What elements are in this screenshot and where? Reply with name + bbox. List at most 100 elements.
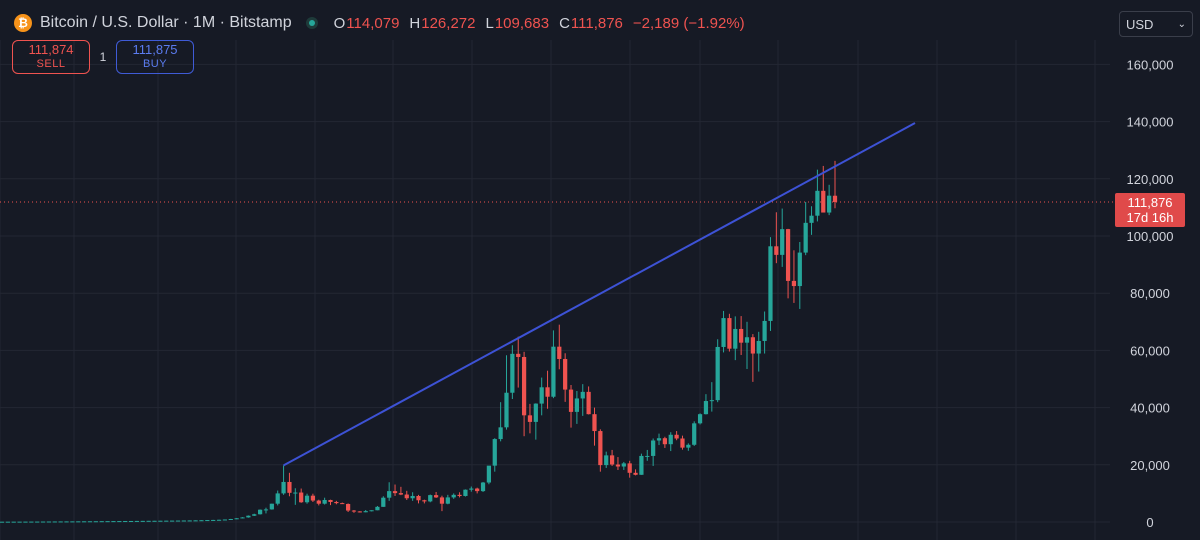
y-tick-label: 120,000 [1127,172,1174,187]
candle-body [457,494,462,496]
candle-body [598,431,603,466]
candle-body [703,401,709,415]
candle-body [387,491,392,498]
buy-price: 111,875 [132,42,178,57]
candle-body [140,520,145,522]
candle-body [228,518,233,520]
candle-body [762,320,767,341]
candle-body [93,521,98,523]
y-tick-label: 80,000 [1130,286,1170,301]
candle-body [433,495,439,498]
candle-body [351,510,357,512]
candle-body [674,434,679,439]
candle-body [580,391,585,399]
candle-body [258,509,263,515]
candle-body [216,519,222,521]
candle-body [35,521,40,523]
currency-label: USD [1126,16,1154,32]
trendline-segment[interactable] [283,122,916,467]
trendline[interactable] [283,122,916,467]
candle-body [193,520,198,522]
y-tick-label: 60,000 [1130,343,1170,358]
sell-button[interactable]: 111,874 SELL [12,40,90,74]
candle-body [780,229,785,255]
candle-body [99,521,104,523]
candle-body [17,521,22,523]
candle-body [363,511,368,513]
candle-body [656,438,662,441]
candle-body [815,190,820,216]
buy-button[interactable]: 111,875 BUY [116,40,194,74]
candle-body [287,481,292,493]
candle-body [832,195,838,203]
candle-body [82,521,87,523]
candle-body [222,519,228,521]
candle-body [439,497,445,504]
candle-body [252,514,257,516]
market-status-icon[interactable] [305,17,318,29]
candle-body [774,246,779,255]
candle-body [727,318,732,349]
candle-body [639,455,644,475]
bitcoin-icon: ₿ [14,14,32,32]
candle-body [510,353,515,393]
candle-body [416,495,421,501]
candle-body [480,482,486,492]
price-axis[interactable]: 160,000 140,000 120,000 100,000 80,000 60,000… [1127,57,1174,530]
candle-body [205,520,210,522]
candle-body [404,494,409,499]
candle-body [609,455,615,465]
candle-body [469,488,474,490]
candle-body [263,509,269,511]
candle-body [293,492,298,494]
candle-body [739,328,744,343]
candle-body [809,215,814,223]
candle-body [539,387,544,404]
candle-body [686,444,691,448]
close-value: C111,876 [559,14,623,32]
symbol-title[interactable]: Bitcoin / U.S. Dollar · 1M · Bitstamp [40,14,292,31]
candle-body [785,229,791,281]
candle-body [645,455,650,457]
candle-body [563,358,568,390]
candle-body [240,517,245,519]
quantity-value[interactable]: 1 [99,50,107,64]
candle-body [345,503,351,511]
candle-body [234,518,239,520]
candle-body [211,519,216,521]
candle-body [668,434,673,445]
candle-body [381,497,386,507]
candle-body [164,520,169,522]
low-value: L109,683 [485,14,550,32]
candle-body [592,414,597,432]
candle-body [316,500,321,504]
bar-countdown: 17d 16h [1126,210,1174,225]
candle-body [750,337,755,354]
change-value: −2,189 (−1.92%) [632,14,745,32]
candle-body [357,511,362,513]
candle-body [803,222,808,253]
high-value: H126,272 [409,14,476,32]
candle-body [52,521,57,523]
y-tick-label: 100,000 [1127,229,1174,244]
candle-body [651,440,656,456]
currency-select[interactable]: USD ⌄ [1119,11,1193,37]
y-tick-label: 20,000 [1130,458,1170,473]
candle-body [111,521,116,523]
candle-body [310,495,316,501]
candle-body [5,521,10,523]
y-tick-label: 0 [1146,515,1153,530]
candle-body [680,438,685,448]
candle-body [299,492,304,503]
candle-body [375,506,380,511]
ohlc-values: O114,079 H126,272 L109,683 C111,876 −2,1… [334,15,745,32]
candle-body [123,521,128,523]
candle-body [821,190,826,213]
candle-body [451,494,456,498]
candle-body [498,427,503,440]
candle-body [134,520,140,522]
candle-body [187,520,192,522]
open-value: O114,079 [333,14,400,32]
sell-label: SELL [36,58,66,70]
